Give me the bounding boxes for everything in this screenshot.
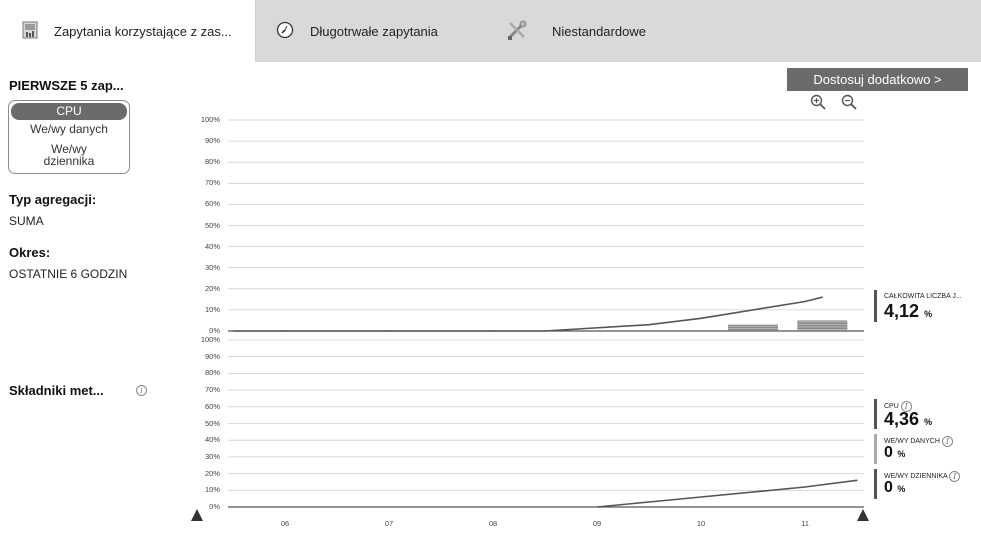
metric-option-log-io[interactable]: We/wy dziennika bbox=[43, 142, 95, 168]
data-point bbox=[804, 486, 806, 488]
legend-log-io-value: 0 % bbox=[884, 479, 906, 496]
data-point bbox=[492, 330, 494, 332]
legend-log-io-name: WE/WY DZIENNIKA i bbox=[884, 470, 961, 482]
data-point bbox=[804, 300, 806, 303]
data-point bbox=[284, 330, 286, 332]
legend-bar bbox=[874, 469, 877, 499]
series-line bbox=[596, 479, 858, 508]
top-queries-title: PIERWSZE 5 zap... bbox=[9, 78, 124, 93]
data-point bbox=[388, 330, 390, 332]
customize-button[interactable]: Dostosuj dodatkowo > bbox=[787, 68, 968, 91]
series-line bbox=[233, 296, 823, 332]
info-icon[interactable]: i bbox=[900, 401, 912, 412]
y-tick-label: 20% bbox=[204, 468, 220, 478]
tab-label: Zapytania korzystające z zas... bbox=[54, 23, 232, 39]
y-tick-label: 90% bbox=[204, 136, 220, 146]
y-tick-label: 20% bbox=[204, 283, 220, 293]
y-tick-label: 30% bbox=[204, 451, 220, 461]
y-tick-label: 70% bbox=[204, 178, 220, 188]
legend-data-io-value: 0 % bbox=[884, 444, 906, 461]
legend-data-io-name: WE/WY DANYCH i bbox=[884, 435, 953, 447]
y-tick-label: 50% bbox=[204, 220, 220, 230]
data-point bbox=[856, 479, 858, 481]
y-tick-label: 40% bbox=[204, 435, 220, 445]
tab-strip: Zapytania korzystające z zas... Długotrw… bbox=[0, 0, 981, 62]
tab-long-running-queries[interactable]: Długotrwałe zapytania bbox=[256, 0, 492, 62]
legend-cpu-value: 4,36 % bbox=[884, 409, 933, 429]
data-point bbox=[544, 330, 546, 332]
y-tick-label: 60% bbox=[204, 401, 220, 411]
data-point bbox=[232, 330, 234, 332]
legend-bar bbox=[874, 434, 877, 464]
metric-components-label: Składniki met... bbox=[9, 383, 104, 398]
bar bbox=[797, 320, 848, 331]
x-tick-label: 06 bbox=[280, 519, 290, 528]
info-icon[interactable]: i bbox=[136, 385, 147, 396]
x-tick-label: 11 bbox=[801, 519, 809, 528]
metric-option-data-io[interactable]: We/wy danych bbox=[30, 122, 108, 136]
data-point bbox=[648, 501, 650, 503]
legend-bar bbox=[874, 399, 877, 429]
tab-custom[interactable]: Niestandardowe bbox=[492, 0, 732, 62]
y-tick-label: 30% bbox=[204, 262, 220, 272]
data-point bbox=[596, 506, 598, 508]
y-tick-label: 80% bbox=[204, 157, 220, 167]
aggregation-type-value[interactable]: SUMA bbox=[9, 214, 44, 228]
legend-bar bbox=[874, 290, 877, 322]
metric-selector: CPU We/wy danych We/wy dziennika bbox=[8, 100, 130, 174]
tab-top-queries[interactable]: Zapytania korzystające z zas... bbox=[0, 0, 256, 62]
stopwatch-icon bbox=[276, 21, 294, 42]
range-end-handle[interactable] bbox=[856, 508, 870, 522]
period-label: Okres: bbox=[9, 245, 51, 260]
tab-label: Niestandardowe bbox=[552, 23, 646, 39]
y-tick-label: 50% bbox=[204, 418, 220, 428]
y-tick-label: 10% bbox=[204, 304, 220, 314]
x-tick-label: 07 bbox=[384, 519, 394, 528]
bar bbox=[728, 324, 778, 331]
zoom-in-icon[interactable] bbox=[810, 94, 826, 115]
aggregation-type-label: Typ agregacji: bbox=[9, 192, 97, 207]
y-tick-label: 10% bbox=[204, 485, 220, 495]
legend-total-value: 4,12 % bbox=[884, 301, 933, 321]
info-icon[interactable]: i bbox=[949, 471, 961, 482]
data-point bbox=[821, 296, 823, 298]
period-value[interactable]: OSTATNIE 6 GODZIN bbox=[9, 267, 128, 281]
y-tick-label: 100% bbox=[200, 115, 220, 124]
info-icon[interactable]: i bbox=[941, 436, 953, 447]
y-tick-label: 0% bbox=[209, 502, 220, 511]
x-tick-label: 09 bbox=[592, 519, 602, 528]
y-tick-label: 90% bbox=[204, 351, 220, 361]
zoom-out-icon[interactable] bbox=[841, 94, 857, 115]
y-tick-label: 0% bbox=[209, 326, 220, 335]
y-tick-label: 40% bbox=[204, 241, 220, 251]
data-point bbox=[648, 324, 650, 326]
y-tick-label: 60% bbox=[204, 199, 220, 209]
y-tick-label: 70% bbox=[204, 385, 220, 395]
tab-label: Długotrwałe zapytania bbox=[310, 23, 438, 39]
x-tick-label: 10 bbox=[696, 519, 706, 528]
legend-total-name: CAŁKOWITA LICZBA J... bbox=[884, 293, 962, 300]
y-tick-label: 100% bbox=[200, 335, 220, 344]
range-start-handle[interactable] bbox=[190, 508, 204, 522]
y-tick-label: 80% bbox=[204, 368, 220, 378]
data-point bbox=[700, 496, 702, 498]
tools-icon bbox=[506, 19, 528, 44]
data-point bbox=[700, 317, 702, 319]
cpu-chip-icon bbox=[22, 21, 38, 42]
legend-cpu-name: CPU i bbox=[884, 400, 912, 412]
metric-option-cpu[interactable]: CPU bbox=[11, 103, 127, 120]
x-tick-label: 08 bbox=[488, 519, 498, 528]
